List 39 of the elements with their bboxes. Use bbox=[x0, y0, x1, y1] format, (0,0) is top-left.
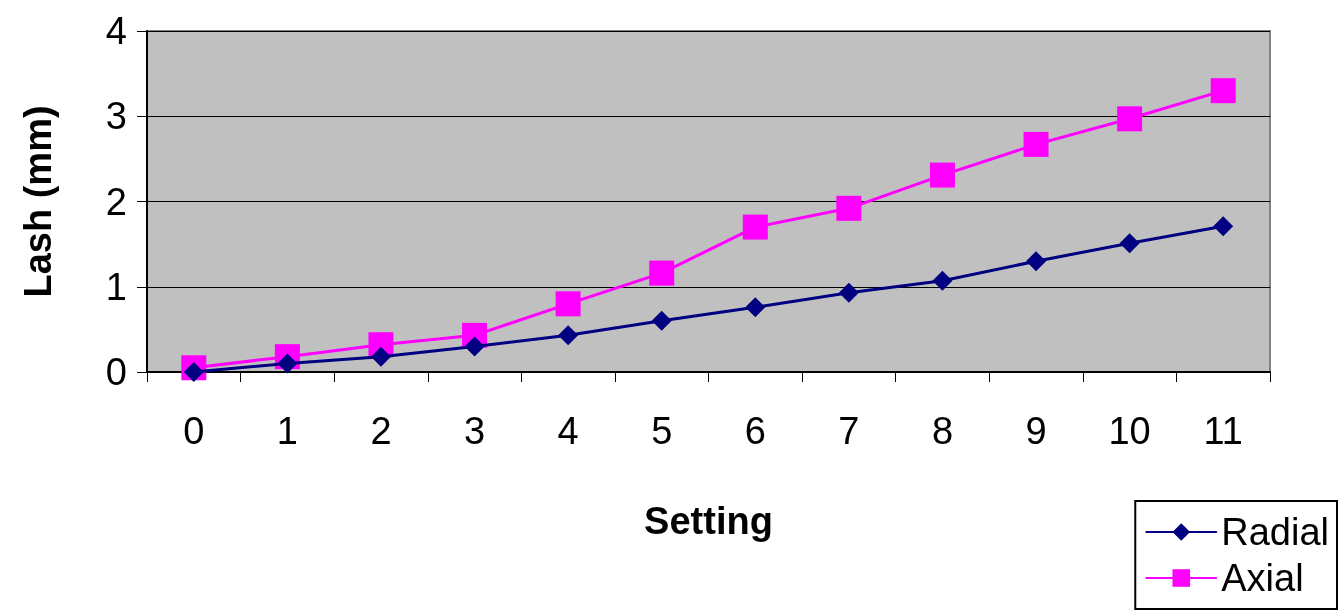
x-tick-label: 3 bbox=[463, 410, 486, 452]
point bbox=[1026, 251, 1047, 272]
point bbox=[651, 310, 672, 331]
point bbox=[836, 195, 862, 221]
point bbox=[745, 297, 766, 318]
point bbox=[1117, 106, 1143, 132]
x-tick-label: 4 bbox=[557, 410, 579, 452]
point bbox=[1023, 131, 1049, 157]
point bbox=[370, 346, 391, 367]
y-tick-label: 1 bbox=[105, 265, 127, 308]
point bbox=[838, 282, 859, 303]
x-tick-label: 9 bbox=[1025, 410, 1047, 452]
y-tick-label: 3 bbox=[105, 95, 127, 138]
point bbox=[1119, 233, 1140, 254]
x-tick-label: 1 bbox=[276, 410, 298, 452]
point bbox=[742, 214, 768, 240]
x-tick-label: 10 bbox=[1108, 410, 1151, 452]
point bbox=[555, 291, 581, 317]
y-axis-title: Lash (mm) bbox=[17, 105, 59, 298]
legend-label: Radial bbox=[1221, 511, 1330, 553]
legend-label: Axial bbox=[1221, 557, 1304, 599]
x-tick-label: 11 bbox=[1203, 410, 1243, 452]
y-tick-label: 2 bbox=[105, 180, 127, 223]
point bbox=[932, 270, 953, 291]
x-tick-label: 8 bbox=[931, 410, 954, 452]
x-tick-label: 7 bbox=[838, 410, 860, 452]
point bbox=[558, 325, 579, 346]
point bbox=[464, 336, 485, 357]
x-axis-title: Setting bbox=[644, 500, 773, 542]
x-tick-label: 5 bbox=[651, 410, 673, 452]
point bbox=[929, 162, 955, 188]
point bbox=[649, 260, 675, 286]
x-tick-label: 2 bbox=[370, 410, 392, 452]
x-tick-label: 6 bbox=[744, 410, 766, 452]
point bbox=[1213, 216, 1234, 237]
point bbox=[1210, 78, 1236, 104]
y-tick-label: 4 bbox=[105, 10, 127, 52]
x-tick-label: 0 bbox=[183, 410, 205, 452]
y-tick-label: 0 bbox=[105, 351, 127, 393]
